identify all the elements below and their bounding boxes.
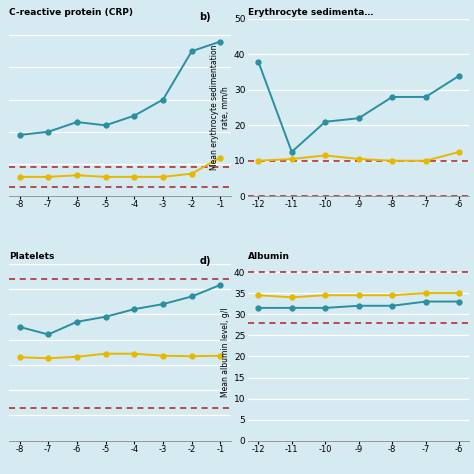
Text: Erythrocyte sedimenta…: Erythrocyte sedimenta… [248, 8, 374, 17]
Text: C-reactive protein (CRP): C-reactive protein (CRP) [9, 8, 134, 17]
Text: Platelets: Platelets [9, 252, 55, 261]
Text: Albumin: Albumin [248, 252, 290, 261]
Text: b): b) [200, 12, 211, 22]
Y-axis label: Mean erythrocyte sedimentation
rate, mm/h: Mean erythrocyte sedimentation rate, mm/… [210, 45, 230, 170]
Text: d): d) [200, 256, 211, 266]
Y-axis label: Mean albumin level, g/l: Mean albumin level, g/l [221, 307, 230, 397]
